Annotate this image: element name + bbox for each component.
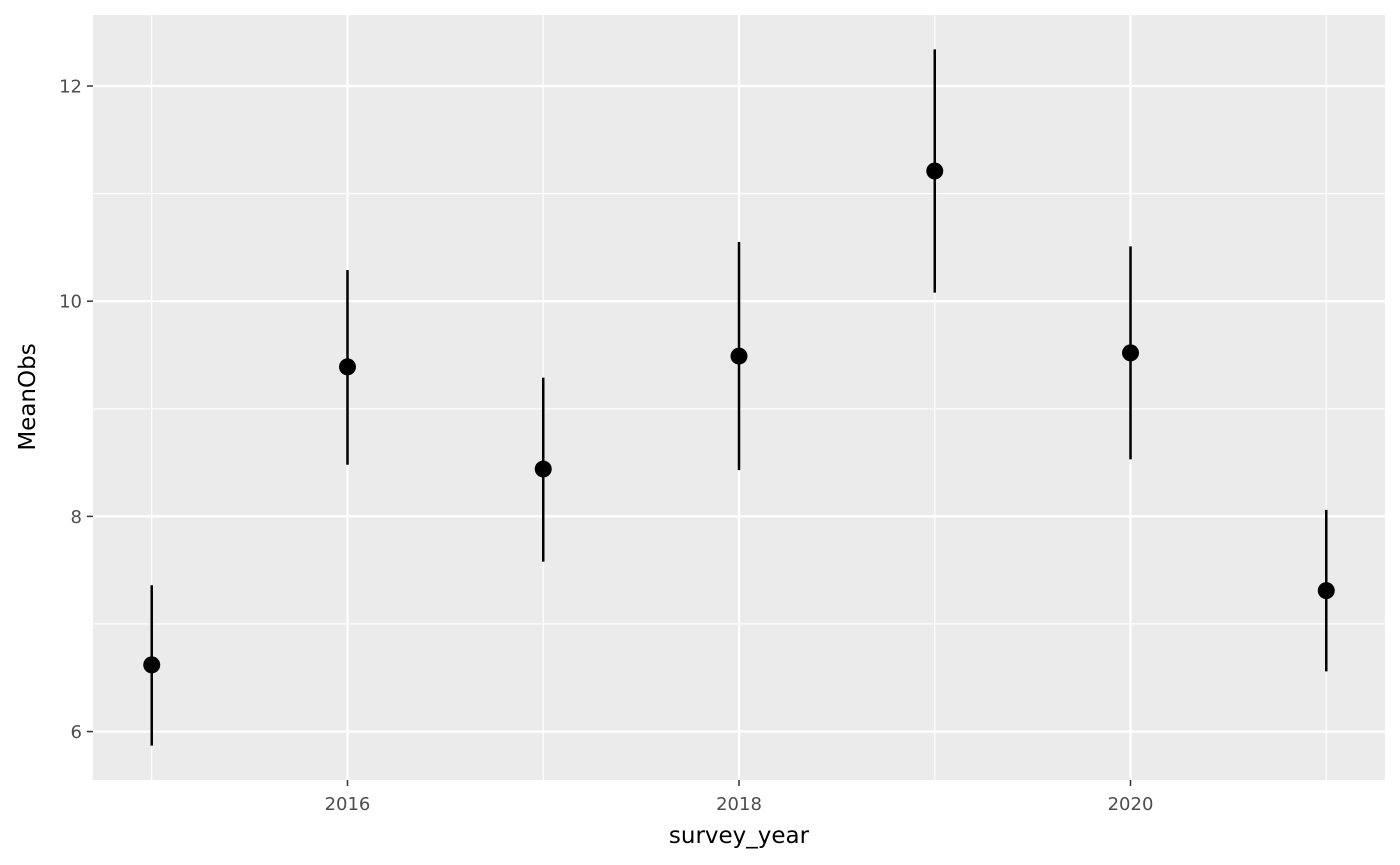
data-point	[1317, 582, 1335, 600]
y-axis-ticks: 6 8 10 12	[59, 77, 93, 743]
x-axis-ticks: 2016 2018 2020	[325, 780, 1154, 815]
y-tick-label: 10	[59, 292, 82, 313]
y-tick-label: 12	[59, 77, 82, 98]
y-axis-title: MeanObs	[15, 343, 41, 450]
x-axis-title: survey_year	[669, 823, 810, 849]
x-tick-label: 2020	[1108, 794, 1154, 815]
y-tick-label: 8	[71, 507, 82, 528]
data-point	[143, 656, 161, 674]
point-ranges	[143, 49, 1335, 746]
data-point	[338, 358, 356, 376]
y-tick-label: 6	[71, 722, 82, 743]
data-point	[534, 460, 552, 478]
data-point	[1122, 344, 1140, 362]
data-point	[730, 347, 748, 365]
data-point	[926, 162, 944, 180]
x-tick-label: 2016	[325, 794, 371, 815]
x-tick-label: 2018	[716, 794, 762, 815]
